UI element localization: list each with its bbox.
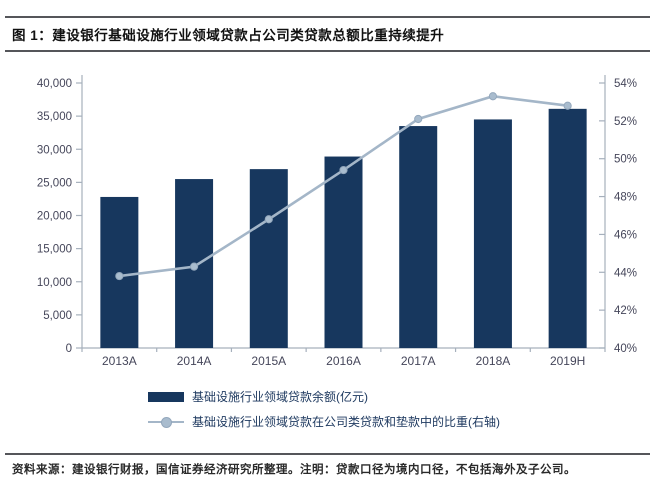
x-axis-category-label: 2018A (476, 354, 511, 368)
left-axis-tick-label: 5,000 (43, 310, 72, 322)
x-axis-category-label: 2016A (326, 354, 361, 368)
chart-legend: 基础设施行业领域贷款余额(亿元) 基础设施行业领域贷款在公司类贷款和垫款中的比重… (148, 388, 500, 430)
source-note: 资料来源：建设银行财报，国信证券经济研究所整理。注明：贷款口径为境内口径，不包括… (12, 464, 576, 476)
ratio-marker-2017A (414, 114, 423, 124)
right-axis-tick-label: 46% (614, 229, 637, 241)
right-axis-tick-label: 40% (614, 343, 637, 355)
bar-2017A (399, 126, 438, 348)
right-axis-tick-label: 48% (614, 192, 637, 204)
bar-swatch (148, 391, 184, 402)
bar-2018A (473, 119, 512, 348)
left-axis-tick-label: 35,000 (37, 111, 72, 123)
left-axis-tick-label: 20,000 (37, 211, 72, 223)
ratio-marker-2019H (563, 101, 572, 110)
bar-2019H (548, 108, 587, 349)
x-axis-category-label: 2013A (102, 354, 137, 368)
left-axis-tick-label: 40,000 (37, 78, 72, 90)
left-axis-tick-label: 30,000 (37, 144, 72, 156)
footer-rule (5, 453, 650, 455)
x-axis-category-label: 2017A (401, 354, 436, 368)
chart-canvas: 0 5,000 10,000 15,000 20,000 25,000 30,000 35,0… (37, 75, 637, 368)
ratio-marker-2015A (264, 215, 273, 224)
line-swatch (148, 416, 184, 428)
left-axis-tick-label: 10,000 (37, 277, 72, 289)
legend-label-loan-balance: 基础设施行业领域贷款余额(亿元) (192, 390, 368, 404)
title-underline-rule (5, 50, 650, 52)
bar-2016A (324, 156, 363, 348)
right-axis-tick-label: 50% (614, 154, 637, 166)
legend-item-loan-balance: 基础设施行业领域贷款余额(亿元) (148, 388, 500, 405)
chart-area: 0 5,000 10,000 15,000 20,000 25,000 30,000 35,0… (0, 60, 655, 372)
figure-title: 图 1：建设银行基础设施行业领域贷款占公司类贷款总额比重持续提升 (12, 28, 445, 43)
line-swatch-marker-dot (161, 416, 172, 428)
left-axis-tick-label: 0 (66, 343, 72, 355)
bar-2015A (249, 169, 288, 348)
x-axis-category-label: 2015A (251, 354, 286, 368)
legend-item-loan-ratio: 基础设施行业领域贷款在公司类贷款和垫款中的比重(右轴) (148, 413, 500, 430)
right-axis-tick-label: 52% (614, 116, 637, 128)
ratio-marker-2018A (488, 92, 498, 101)
x-axis-category-label: 2014A (177, 354, 212, 368)
ratio-marker-2013A (115, 271, 124, 281)
legend-label-loan-ratio: 基础设施行业领域贷款在公司类贷款和垫款中的比重(右轴) (192, 415, 500, 429)
left-axis-tick-label: 25,000 (37, 177, 72, 189)
right-axis-tick-label: 44% (614, 267, 637, 279)
right-axis-tick-label: 54% (614, 78, 637, 90)
top-rule (5, 16, 650, 18)
ratio-marker-2014A (189, 262, 199, 271)
x-axis-category-label: 2019H (550, 354, 585, 368)
left-axis-tick-label: 15,000 (37, 244, 72, 256)
right-axis-tick-label: 42% (614, 305, 637, 317)
ratio-marker-2016A (339, 165, 348, 175)
